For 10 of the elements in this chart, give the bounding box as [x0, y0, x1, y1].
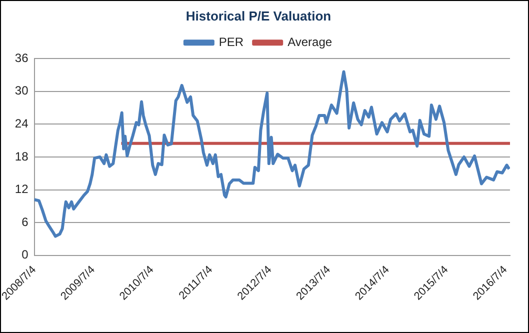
legend-label: PER: [218, 34, 244, 49]
y-tick-label: 18: [14, 149, 29, 164]
y-tick-label: 12: [14, 182, 29, 196]
y-tick-label: 36: [14, 50, 29, 65]
y-tick-label: 0: [22, 248, 29, 262]
legend-label: Average: [288, 34, 332, 49]
y-tick-label: 30: [14, 84, 29, 98]
chart-title: Historical P/E Valuation: [186, 8, 332, 24]
y-tick-label: 24: [14, 116, 29, 131]
y-tick-label: 6: [22, 214, 29, 229]
